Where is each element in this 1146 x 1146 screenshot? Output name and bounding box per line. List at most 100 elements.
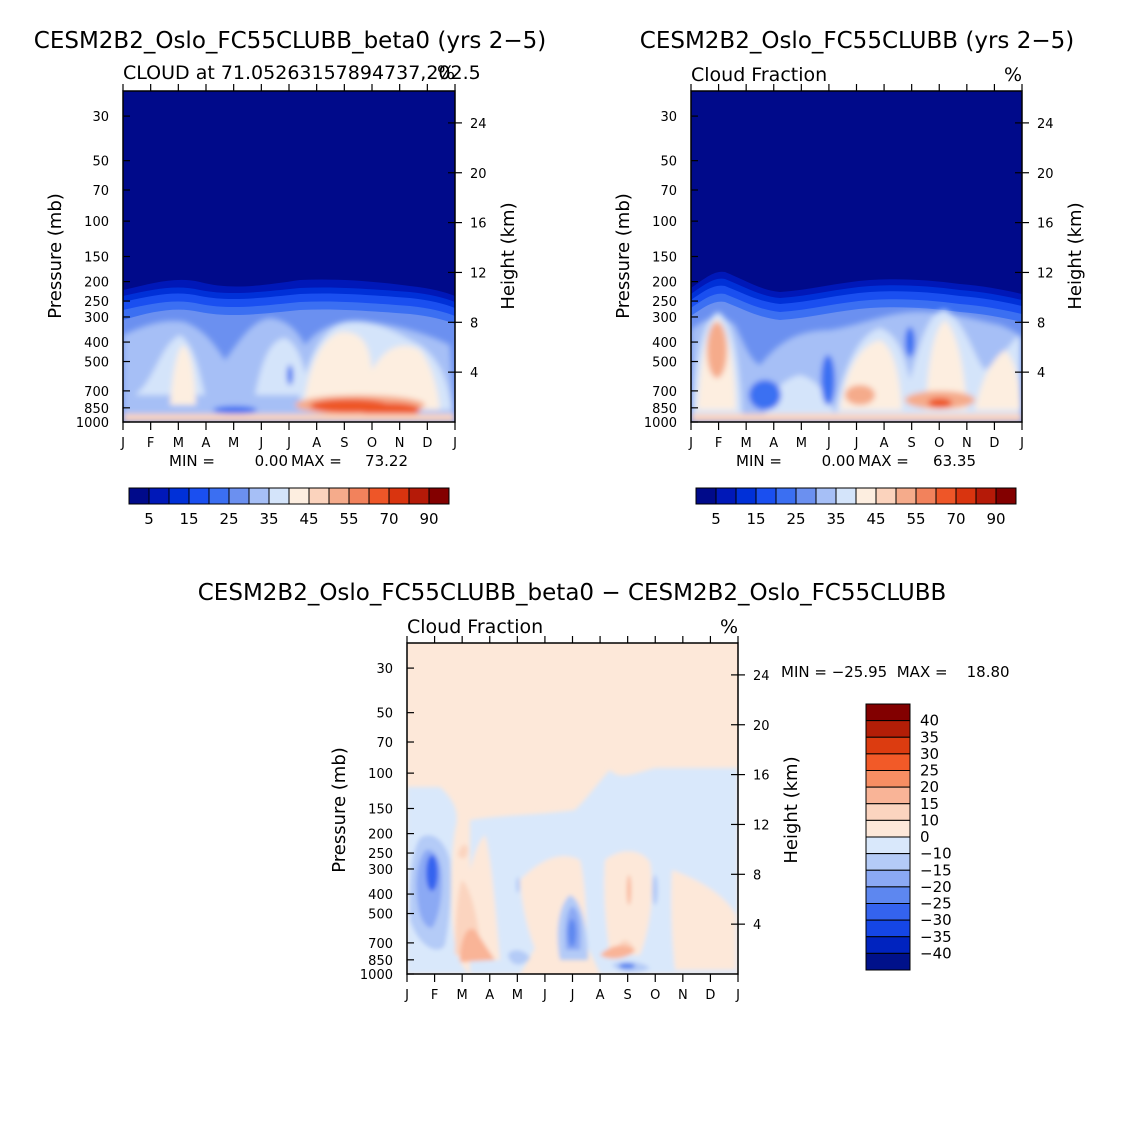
colorbar-swatch xyxy=(915,487,937,505)
height-tick-label: 20 xyxy=(1037,167,1054,182)
colorbar-swatch xyxy=(428,487,450,505)
colorbar-label: 90 xyxy=(419,510,438,528)
panel1-units: % xyxy=(437,62,455,84)
month-tick-label: M xyxy=(796,436,807,451)
colorbar-label: −20 xyxy=(920,878,952,896)
colorbar-swatch xyxy=(995,487,1017,505)
pressure-tick-label: 500 xyxy=(652,356,677,371)
pressure-tick-label: 1000 xyxy=(644,416,677,431)
contour-band xyxy=(213,406,257,414)
panel1-colorbar: 5 15 25 35 45 55 70 90 xyxy=(128,487,450,528)
month-tick-label: O xyxy=(934,436,944,451)
colorbar-swatch xyxy=(695,487,717,505)
month-tick-label: J xyxy=(452,436,457,451)
month-tick-label: J xyxy=(688,436,693,451)
pressure-tick-label: 200 xyxy=(84,276,109,291)
colorbar-swatch xyxy=(168,487,190,505)
month-tick-label: J xyxy=(1019,436,1024,451)
contour-band xyxy=(287,365,293,385)
panel3-field xyxy=(407,643,738,974)
colorbar-swatch xyxy=(855,487,877,505)
month-tick-label: A xyxy=(312,436,321,451)
month-tick-label: S xyxy=(624,988,632,1003)
colorbar-swatch xyxy=(875,487,897,505)
panel-control: CESM2B2_Oslo_FC55CLUBB (yrs 2−5) Cloud F… xyxy=(613,28,1086,528)
panel-beta0: CESM2B2_Oslo_FC55CLUBB_beta0 (yrs 2−5) C… xyxy=(34,28,546,528)
pressure-tick-label: 500 xyxy=(84,356,109,371)
panel2-max-label: MAX = xyxy=(858,452,909,470)
colorbar-swatch xyxy=(895,487,917,505)
colorbar-swatch xyxy=(865,803,911,821)
month-tick-label: O xyxy=(650,988,660,1003)
contour-band xyxy=(821,355,835,405)
pressure-tick-label: 70 xyxy=(376,736,393,751)
height-tick-label: 8 xyxy=(1037,316,1045,331)
panel2-min-value: 0.00 xyxy=(822,452,855,470)
month-tick-label: J xyxy=(735,988,740,1003)
colorbar-swatch xyxy=(755,487,777,505)
colorbar-swatch xyxy=(348,487,370,505)
contour-band xyxy=(470,835,736,970)
pressure-tick-label: 400 xyxy=(368,888,393,903)
pressure-tick-label: 300 xyxy=(84,311,109,326)
colorbar-swatch xyxy=(795,487,817,505)
colorbar-swatch xyxy=(288,487,310,505)
colorbar-swatch xyxy=(865,886,911,904)
colorbar-label: 0 xyxy=(920,828,930,846)
panel1-title: CESM2B2_Oslo_FC55CLUBB_beta0 (yrs 2−5) xyxy=(34,28,546,54)
month-tick-label: J xyxy=(542,988,547,1003)
colorbar-label: 45 xyxy=(866,510,885,528)
contour-band xyxy=(409,835,650,973)
contour-band xyxy=(652,875,658,905)
colorbar-swatch xyxy=(865,903,911,921)
colorbar-swatch xyxy=(328,487,350,505)
height-tick-label: 12 xyxy=(1037,266,1054,281)
contour-band xyxy=(691,414,1022,422)
colorbar-label: 55 xyxy=(339,510,358,528)
panel1-y2label: Height (km) xyxy=(498,202,519,309)
colorbar-label: −25 xyxy=(920,895,952,913)
panel2-subtitle: Cloud Fraction xyxy=(691,64,827,86)
panel1-min-value: 0.00 xyxy=(255,452,288,470)
pressure-tick-label: 50 xyxy=(376,707,393,722)
colorbar-swatch xyxy=(935,487,957,505)
colorbar-label: 30 xyxy=(920,745,939,763)
month-tick-label: S xyxy=(340,436,348,451)
panel3-y2label: Height (km) xyxy=(781,756,802,863)
contour-band xyxy=(749,380,781,410)
height-tick-label: 20 xyxy=(470,167,487,182)
month-tick-label: D xyxy=(705,988,715,1003)
colorbar-swatch xyxy=(865,753,911,771)
colorbar-swatch xyxy=(975,487,997,505)
month-tick-label: A xyxy=(596,988,605,1003)
pressure-tick-label: 70 xyxy=(92,184,109,199)
contour-band xyxy=(170,331,440,410)
month-tick-label: J xyxy=(854,436,859,451)
month-tick-label: A xyxy=(769,436,778,451)
colorbar-swatch xyxy=(128,487,150,505)
panel3-ylabel: Pressure (mb) xyxy=(329,747,350,873)
month-tick-label: A xyxy=(880,436,889,451)
pressure-tick-label: 300 xyxy=(368,863,393,878)
contour-band xyxy=(516,877,520,893)
contour-band xyxy=(905,327,915,357)
month-tick-label: M xyxy=(173,436,184,451)
height-tick-label: 16 xyxy=(1037,217,1054,232)
month-tick-label: J xyxy=(120,436,125,451)
panel2-min-label: MIN = xyxy=(736,452,782,470)
colorbar-swatch xyxy=(865,786,911,805)
colorbar-swatch xyxy=(248,487,270,505)
contour-band xyxy=(360,403,420,417)
panel1-subtitle: CLOUD at 71.05263157894737,202.5 xyxy=(123,62,481,84)
colorbar-label: 25 xyxy=(786,510,805,528)
month-tick-label: M xyxy=(512,988,523,1003)
month-tick-label: F xyxy=(715,436,722,451)
colorbar-swatch xyxy=(368,487,390,505)
contour-band xyxy=(845,385,875,405)
contour-band xyxy=(460,928,635,962)
month-tick-label: J xyxy=(826,436,831,451)
height-tick-label: 16 xyxy=(470,217,487,232)
month-tick-label: A xyxy=(202,436,211,451)
